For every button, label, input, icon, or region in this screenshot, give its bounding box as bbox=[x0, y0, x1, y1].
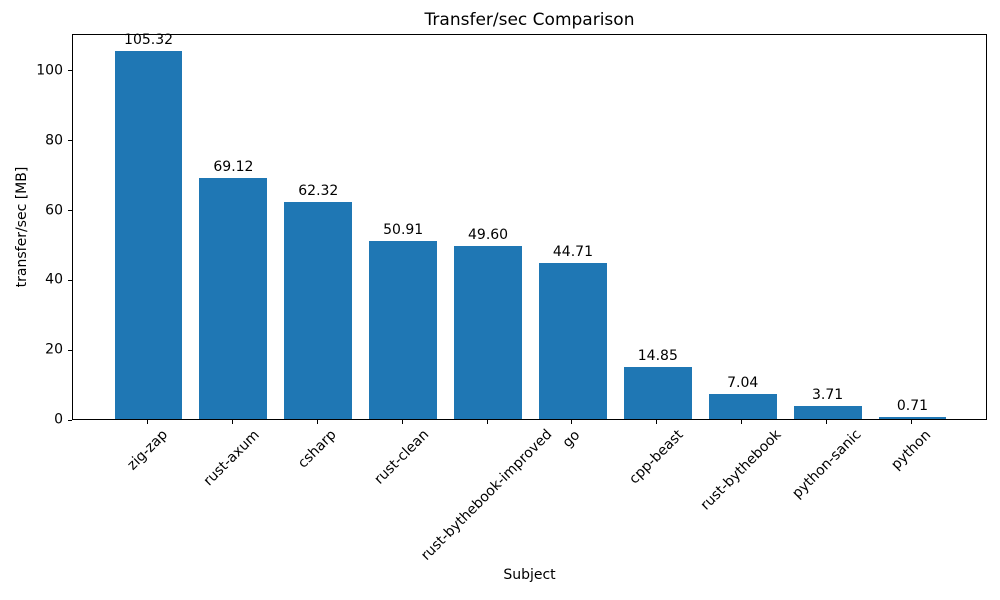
y-tick-label: 0 bbox=[54, 411, 63, 428]
bar-zig-zap bbox=[114, 51, 183, 419]
bar-value-label: 44.71 bbox=[552, 243, 593, 260]
y-tick-label: 80 bbox=[45, 132, 63, 149]
x-tick-mark bbox=[316, 420, 318, 424]
x-tick-mark bbox=[486, 420, 488, 424]
bar-python-sanic bbox=[793, 406, 862, 419]
x-tick-label-rust-bythebook-improved: rust-bythebook-improved bbox=[418, 426, 556, 565]
y-tick-label: 40 bbox=[45, 271, 63, 288]
bar-value-label: 7.04 bbox=[727, 375, 759, 392]
plot-area: 105.32 69.12 62.32 50.91 49.60 44.71 14.85 7.04… bbox=[72, 32, 987, 420]
bar-value-label: 3.71 bbox=[811, 387, 844, 404]
x-tick-mark bbox=[910, 420, 912, 424]
y-tick-label: 20 bbox=[45, 341, 63, 358]
x-axis-title: Subject bbox=[503, 567, 556, 583]
y-tick-mark bbox=[68, 279, 72, 281]
bar-rust-axum bbox=[199, 177, 268, 419]
y-tick-mark bbox=[68, 419, 72, 421]
chart-title: Transfer/sec Comparison bbox=[424, 10, 635, 30]
y-tick-mark bbox=[68, 140, 72, 142]
x-tick-label-rust-bythebook: rust-bythebook bbox=[697, 427, 785, 514]
y-tick-mark bbox=[68, 70, 72, 72]
bar-go bbox=[538, 262, 607, 419]
bar-value-label: 50.91 bbox=[383, 222, 424, 239]
bar-cpp-beast bbox=[623, 367, 692, 419]
x-tick-mark bbox=[826, 420, 828, 424]
x-axis: zig-zap rust-axum csharp rust-clean rust-byt… bbox=[72, 420, 987, 564]
bar-csharp bbox=[284, 201, 353, 419]
bar-rust-bythebook-improved bbox=[454, 245, 522, 419]
x-tick-label-go: go bbox=[560, 426, 584, 451]
bar-value-label: 14.85 bbox=[637, 348, 678, 365]
x-tick-label-rust-axum: rust-axum bbox=[201, 427, 264, 490]
x-tick-mark bbox=[401, 420, 403, 424]
y-tick-mark bbox=[68, 349, 72, 351]
bar-rust-bythebook bbox=[708, 394, 777, 419]
bar-value-label: 62.32 bbox=[298, 182, 339, 199]
y-tick-label: 60 bbox=[45, 202, 63, 219]
x-tick-label-rust-clean: rust-clean bbox=[371, 426, 433, 488]
x-tick-label-csharp: csharp bbox=[294, 426, 340, 472]
x-tick-label-zig-zap: zig-zap bbox=[123, 426, 171, 474]
bar-value-label: 49.60 bbox=[468, 226, 509, 243]
y-tick-label: 100 bbox=[36, 62, 63, 79]
x-tick-mark bbox=[741, 420, 743, 424]
bar-python bbox=[878, 416, 947, 419]
x-tick-label-cpp-beast: cpp-beast bbox=[626, 426, 687, 488]
x-tick-mark bbox=[571, 420, 573, 424]
x-tick-mark bbox=[231, 420, 233, 424]
x-tick-label-python-sanic: python-sanic bbox=[788, 426, 865, 503]
bar-value-label: 69.12 bbox=[213, 158, 254, 175]
bar-value-label: 105.32 bbox=[124, 32, 174, 49]
bar-rust-clean bbox=[369, 241, 438, 419]
x-tick-mark bbox=[147, 420, 149, 424]
x-tick-label-python: python bbox=[888, 426, 935, 473]
bar-value-label: 0.71 bbox=[896, 397, 929, 414]
y-tick-mark bbox=[68, 210, 72, 212]
y-axis: 0 20 40 60 80 100 bbox=[0, 34, 72, 428]
x-tick-mark bbox=[656, 420, 658, 424]
